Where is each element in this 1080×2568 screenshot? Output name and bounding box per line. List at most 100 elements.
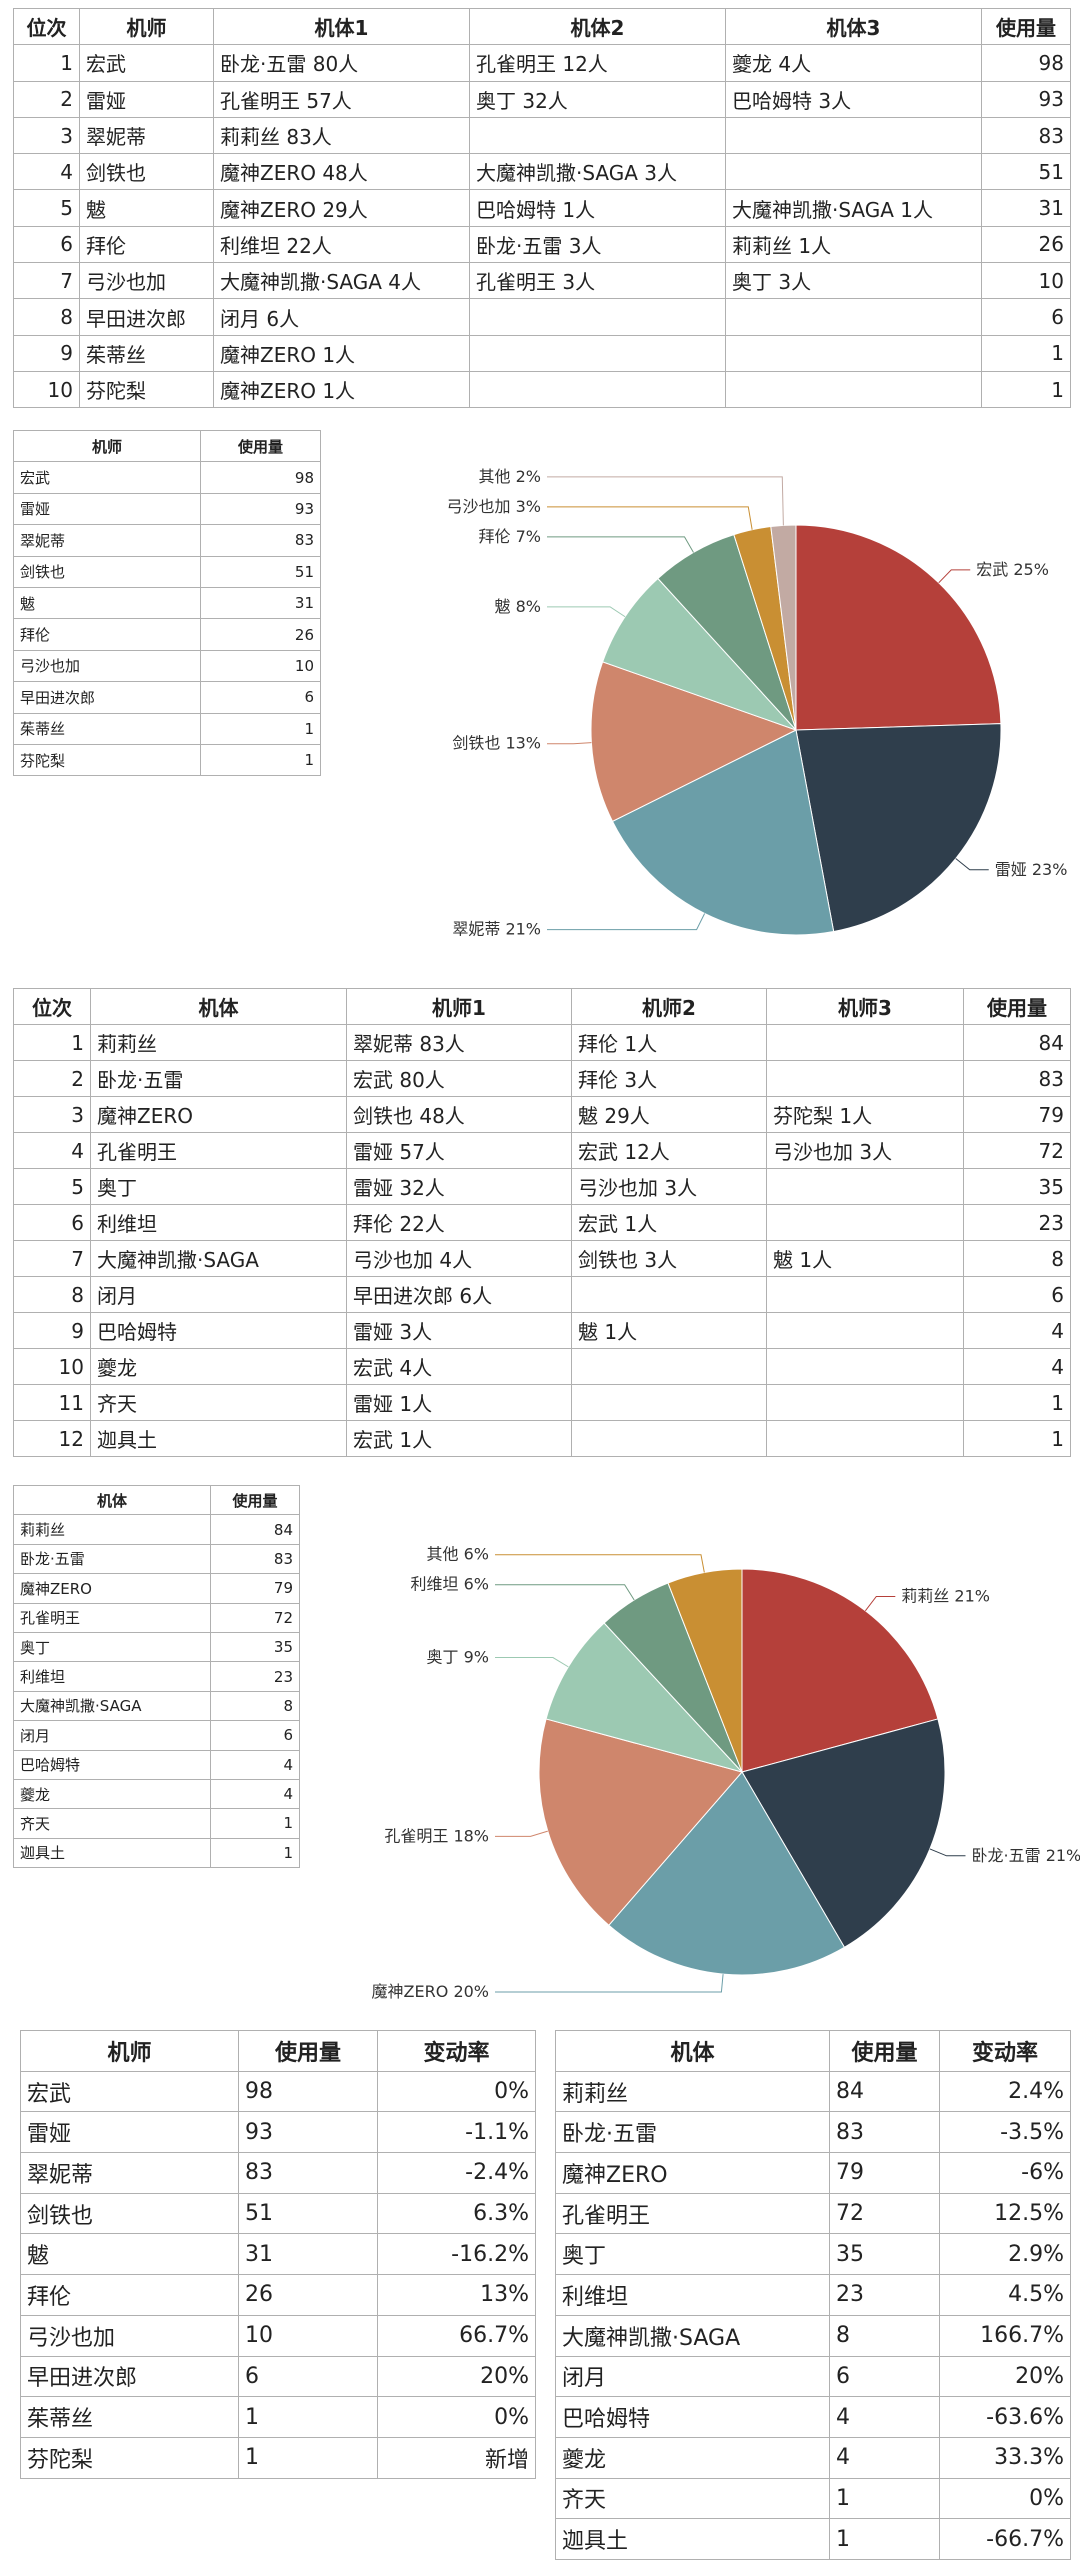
- table-cell: 拜伦: [13, 618, 201, 651]
- pie-slice: [545, 1622, 744, 1773]
- header-row: 位次 机体 机师1 机师2 机师3 使用量: [13, 988, 1071, 1025]
- table-cell: [766, 1204, 964, 1241]
- table-cell: 弓沙也加 4人: [346, 1240, 572, 1277]
- table-cell: 4: [210, 1778, 300, 1810]
- table-cell: 雷娅 57人: [346, 1132, 572, 1169]
- table-cell: 23: [829, 2274, 940, 2316]
- table-cell: 夔龙 4人: [725, 44, 982, 82]
- table-row: 7 弓沙也加 大魔神凯撒·SAGA 4人 孔雀明王 3人 奥丁 3人 10: [13, 262, 1071, 300]
- table-cell: 35: [829, 2233, 940, 2276]
- leader-line: [547, 476, 784, 526]
- table-cell: 大魔神凯撒·SAGA 1人: [725, 189, 982, 227]
- table-cell: 0%: [377, 2070, 536, 2113]
- header-cell: 位次: [13, 7, 80, 46]
- table-cell: 卧龙·五雷: [13, 1543, 211, 1575]
- table-cell: 奥丁: [13, 1631, 211, 1663]
- pie-label-value: 18%: [453, 1826, 489, 1845]
- header-cell: 机体: [13, 1484, 211, 1516]
- header-cell: 机师: [79, 7, 214, 46]
- table-row: 7 大魔神凯撒·SAGA 弓沙也加 4人 剑铁也 3人魃 1人 8: [13, 1240, 1071, 1277]
- table-row: 夔龙 4: [13, 1778, 300, 1810]
- table-cell: 1: [963, 1420, 1071, 1457]
- table-cell: [571, 1420, 767, 1457]
- table-row: 剑铁也 51: [13, 555, 321, 588]
- table-row: 茱蒂丝 1 0%: [20, 2396, 536, 2438]
- table-cell: 芬陀梨 1人: [766, 1096, 964, 1133]
- table-cell: -16.2%: [377, 2233, 536, 2276]
- header-cell: 使用量: [238, 2030, 378, 2072]
- table-cell: 拜伦 3人: [571, 1060, 767, 1097]
- header-cell: 机体1: [213, 7, 470, 46]
- table-cell: 宏武 12人: [571, 1132, 767, 1169]
- table-cell: 巴哈姆特: [555, 2396, 830, 2438]
- table-row: 早田进次郎 6: [13, 681, 321, 714]
- table-cell: 早田进次郎: [13, 681, 201, 714]
- leader-line: [495, 1554, 705, 1573]
- pie-label-value: 21%: [505, 919, 541, 938]
- table-cell: 大魔神凯撒·SAGA: [555, 2314, 830, 2357]
- table-cell: [766, 1060, 964, 1097]
- table-cell: 31: [200, 586, 321, 620]
- table-cell: 奥丁: [555, 2233, 830, 2276]
- table-cell: 9: [13, 1312, 91, 1349]
- table-row: 翠妮蒂 83 -2.4%: [20, 2152, 536, 2194]
- pie-label: 卧龙·五雷 21%: [972, 1845, 1080, 1864]
- pie-label: 宏武 25%: [976, 559, 1049, 578]
- header-cell: 使用量: [210, 1484, 300, 1516]
- table-row: 奥丁 35: [13, 1631, 300, 1663]
- table-cell: 7: [13, 262, 80, 300]
- header-cell: 使用量: [981, 7, 1071, 46]
- table-cell: 雷娅 32人: [346, 1168, 572, 1205]
- table-cell: 弓沙也加: [79, 262, 214, 300]
- table-cell: 魔神ZERO: [13, 1573, 211, 1604]
- table-cell: 8: [13, 1276, 91, 1313]
- table-row: 夔龙 4 33.3%: [555, 2436, 1071, 2479]
- table-row: 翠妮蒂 83: [13, 524, 321, 557]
- table-cell: 大魔神凯撒·SAGA: [13, 1690, 211, 1722]
- pie-slice: [611, 729, 835, 936]
- table-row: 莉莉丝 84 2.4%: [555, 2070, 1071, 2113]
- table-row: 剑铁也 51 6.3%: [20, 2192, 536, 2235]
- pie-label-value: 13%: [505, 733, 541, 752]
- table-row: 齐天 1 0%: [555, 2477, 1071, 2520]
- table-row: 卧龙·五雷 83: [13, 1543, 300, 1575]
- table-row: 雷娅 93: [13, 492, 321, 526]
- table-cell: 98: [238, 2070, 378, 2113]
- table-cell: 4: [13, 1132, 91, 1169]
- table-cell: 6: [210, 1720, 300, 1751]
- table-cell: 莉莉丝: [13, 1514, 211, 1545]
- table-cell: 10: [200, 649, 321, 683]
- table-cell: -6%: [939, 2152, 1071, 2194]
- table-cell: 宏武 4人: [346, 1348, 572, 1385]
- table-row: 2 卧龙·五雷 宏武 80人 拜伦 3人 83: [13, 1060, 1071, 1097]
- header-cell: 使用量: [200, 429, 321, 463]
- table-cell: [469, 334, 726, 372]
- table-cell: 莉莉丝 83人: [213, 116, 470, 155]
- data-table: 机师 使用量 宏武 98 雷娅 93 翠妮蒂 83 剑铁也 51 魃 31 拜伦 26 弓沙也加 10 早田进次…: [13, 429, 321, 777]
- table-row: 1 宏武 卧龙·五雷 80人 孔雀明王 12人 夔龙 4人 98: [13, 44, 1071, 82]
- table-cell: [766, 1168, 964, 1205]
- table-cell: 6: [238, 2355, 378, 2398]
- table-cell: 卧龙·五雷 3人: [469, 225, 726, 264]
- table-row: 芬陀梨 1: [13, 743, 321, 777]
- pie-label-name: 孔雀明王: [384, 1826, 448, 1845]
- leader-line: [547, 606, 626, 618]
- pie-label-name: 雷娅: [995, 859, 1027, 878]
- table-cell: 12.5%: [939, 2192, 1071, 2235]
- table-cell: 芬陀梨: [20, 2436, 239, 2479]
- table-cell: 利维坦 22人: [213, 225, 470, 264]
- table-row: 奥丁 35 2.9%: [555, 2233, 1071, 2276]
- table-cell: 4: [13, 153, 80, 191]
- pie-label-name: 翠妮蒂: [452, 919, 500, 938]
- table-cell: 83: [200, 524, 321, 557]
- table-cell: 宏武: [13, 461, 201, 494]
- data-table: 机体 使用量 变动率 莉莉丝 84 2.4% 卧龙·五雷 83 -3.5% 魔神ZERO 79 -6%…: [555, 2030, 1071, 2560]
- pie-label-value: 9%: [464, 1647, 489, 1666]
- table-cell: 茱蒂丝: [13, 712, 201, 745]
- header-row: 机师 使用量 变动率: [20, 2030, 536, 2072]
- table-cell: 宏武 80人: [346, 1060, 572, 1097]
- header-cell: 变动率: [939, 2030, 1071, 2072]
- table-row: 闭月 6 20%: [555, 2355, 1071, 2398]
- table-cell: [766, 1312, 964, 1349]
- table-cell: 51: [238, 2192, 378, 2235]
